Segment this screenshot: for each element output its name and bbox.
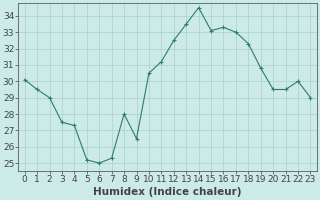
X-axis label: Humidex (Indice chaleur): Humidex (Indice chaleur): [93, 187, 242, 197]
